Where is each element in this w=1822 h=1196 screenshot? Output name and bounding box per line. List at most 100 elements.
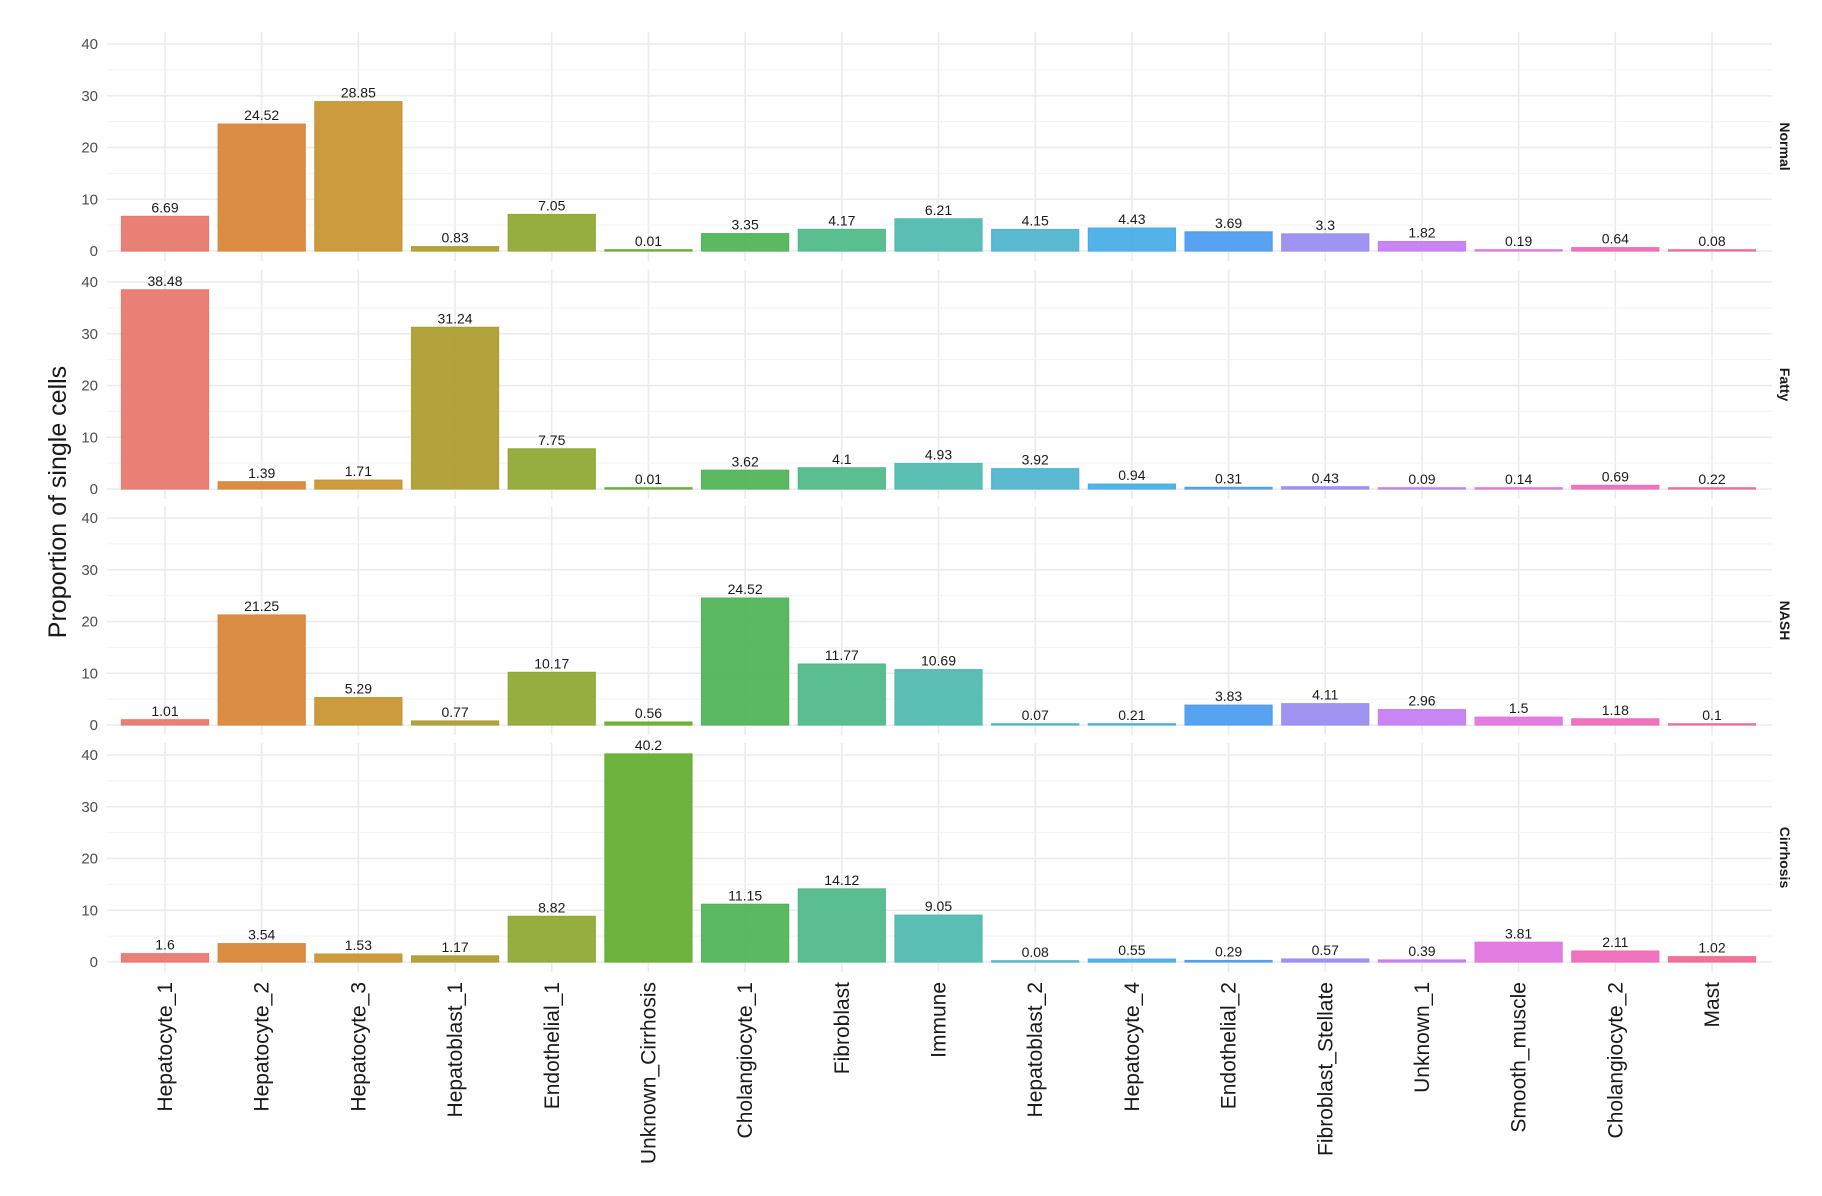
bar-cirrhosis-immune bbox=[894, 914, 983, 963]
bar-fatty-endothelial_2 bbox=[1184, 486, 1273, 490]
y-tick-label: 0 bbox=[90, 481, 98, 498]
bar-fatty-unknown_cirrhosis bbox=[604, 487, 693, 490]
panel-normal: 0 10 20 30 40 6.69 24.52 28.85 0.83 7.05 0.01 3.35 4… bbox=[81, 32, 1793, 261]
bar-value-label: 0.64 bbox=[1602, 231, 1629, 247]
bar-value-label: 0.08 bbox=[1698, 233, 1725, 249]
bar-fatty-fibroblast_stellate bbox=[1281, 486, 1370, 490]
bar-cirrhosis-cholangiocyte_2 bbox=[1571, 950, 1660, 963]
bar-fatty-endothelial_1 bbox=[507, 448, 596, 490]
bar-normal-hepatocyte_3 bbox=[314, 101, 403, 252]
y-tick-label: 20 bbox=[81, 851, 98, 868]
bar-value-label: 4.15 bbox=[1022, 213, 1049, 229]
bar-value-label: 4.17 bbox=[828, 212, 855, 228]
x-tick-label: Unknown_Cirrhosis bbox=[637, 982, 660, 1164]
bar-normal-endothelial_2 bbox=[1184, 231, 1273, 252]
bar-normal-fibroblast bbox=[797, 228, 886, 252]
bar-value-label: 4.43 bbox=[1118, 211, 1145, 227]
bar-value-label: 0.09 bbox=[1408, 471, 1435, 487]
bar-cirrhosis-fibroblast_stellate bbox=[1281, 958, 1370, 963]
bar-value-label: 11.77 bbox=[825, 647, 859, 663]
panel-fatty: 0 10 20 30 40 38.48 1.39 1.71 31.24 7.75 0.01 3.62 4… bbox=[81, 270, 1793, 499]
bar-value-label: 0.19 bbox=[1505, 233, 1532, 249]
y-tick-label: 20 bbox=[81, 140, 98, 157]
bar-value-label: 3.83 bbox=[1215, 688, 1242, 704]
bar-cirrhosis-hepatoblast_2 bbox=[991, 960, 1080, 963]
x-tick-label: Hepatocyte_2 bbox=[251, 982, 274, 1112]
y-tick-label: 40 bbox=[81, 274, 98, 291]
y-tick-label: 10 bbox=[81, 902, 98, 919]
bar-nash-unknown_1 bbox=[1377, 709, 1467, 726]
bar-value-label: 0.55 bbox=[1118, 942, 1145, 958]
bar-value-label: 4.93 bbox=[925, 446, 952, 462]
bar-nash-unknown_cirrhosis bbox=[604, 721, 693, 726]
bar-normal-unknown_cirrhosis bbox=[604, 249, 693, 252]
bar-value-label: 0.01 bbox=[635, 471, 662, 487]
facet-strip-label: Cirrhosis bbox=[1777, 827, 1793, 889]
x-tick-label: Cholangiocyte_1 bbox=[734, 982, 757, 1138]
y-axis-title: Proportion of single cells bbox=[44, 366, 72, 638]
x-tick-label: Mast bbox=[1701, 982, 1724, 1028]
bar-normal-immune bbox=[894, 218, 983, 252]
bar-value-label: 1.6 bbox=[155, 937, 175, 953]
y-tick-label: 40 bbox=[81, 747, 98, 764]
bar-value-label: 1.01 bbox=[151, 703, 178, 719]
x-tick-label: Unknown_1 bbox=[1411, 982, 1434, 1093]
bar-fatty-hepatoblast_1 bbox=[410, 326, 500, 490]
bar-fatty-unknown_1 bbox=[1377, 487, 1467, 490]
x-tick-label: Fibroblast_Stellate bbox=[1314, 982, 1337, 1156]
y-tick-label: 30 bbox=[81, 799, 98, 816]
bar-nash-fibroblast_stellate bbox=[1281, 703, 1370, 726]
bar-value-label: 1.5 bbox=[1509, 700, 1529, 716]
x-tick-label: Fibroblast bbox=[831, 982, 854, 1074]
bar-value-label: 1.71 bbox=[345, 463, 372, 479]
bar-normal-hepatoblast_2 bbox=[991, 228, 1080, 252]
bar-fatty-mast bbox=[1667, 487, 1757, 490]
x-tick-label: Hepatocyte_1 bbox=[154, 982, 177, 1112]
bar-nash-hepatoblast_2 bbox=[991, 723, 1080, 726]
bar-value-label: 24.52 bbox=[728, 581, 763, 597]
facet-panels: 0 10 20 30 40 6.69 24.52 28.85 0.83 7.05 0.01 3.35 4… bbox=[81, 32, 1793, 972]
bar-nash-mast bbox=[1667, 723, 1757, 726]
bar-value-label: 0.14 bbox=[1505, 471, 1532, 487]
bar-normal-hepatocyte_1 bbox=[120, 215, 210, 252]
bar-value-label: 1.02 bbox=[1698, 940, 1725, 956]
bar-cirrhosis-hepatoblast_1 bbox=[410, 955, 500, 963]
bar-value-label: 40.2 bbox=[635, 737, 662, 753]
bar-nash-cholangiocyte_1 bbox=[701, 597, 790, 726]
bar-value-label: 0.94 bbox=[1118, 467, 1145, 483]
bar-value-label: 3.69 bbox=[1215, 215, 1242, 231]
bar-value-label: 28.85 bbox=[341, 85, 376, 101]
bar-value-label: 0.22 bbox=[1698, 471, 1725, 487]
bar-value-label: 0.31 bbox=[1215, 470, 1242, 486]
bar-cirrhosis-endothelial_2 bbox=[1184, 959, 1273, 963]
bar-nash-hepatocyte_1 bbox=[120, 719, 210, 726]
bar-normal-smooth_muscle bbox=[1474, 249, 1563, 252]
bar-normal-unknown_1 bbox=[1377, 240, 1467, 252]
y-tick-label: 30 bbox=[81, 562, 98, 579]
bar-fatty-fibroblast bbox=[797, 467, 886, 490]
y-tick-label: 40 bbox=[81, 36, 98, 53]
bar-fatty-hepatoblast_2 bbox=[991, 468, 1080, 490]
y-tick-label: 0 bbox=[90, 243, 98, 260]
facet-strip-label: Fatty bbox=[1777, 368, 1793, 402]
y-tick-label: 30 bbox=[81, 88, 98, 105]
bar-cirrhosis-fibroblast bbox=[797, 888, 886, 963]
x-tick-label: Smooth_muscle bbox=[1508, 982, 1531, 1133]
bar-value-label: 38.48 bbox=[147, 273, 182, 289]
bar-nash-endothelial_1 bbox=[507, 671, 596, 726]
bar-value-label: 7.75 bbox=[538, 432, 565, 448]
bar-value-label: 1.39 bbox=[248, 465, 275, 481]
x-tick-label: Immune bbox=[928, 982, 951, 1058]
bar-fatty-smooth_muscle bbox=[1474, 487, 1563, 490]
bar-cirrhosis-mast bbox=[1667, 956, 1757, 963]
x-tick-label: Hepatoblast_1 bbox=[444, 982, 467, 1117]
bar-cirrhosis-hepatocyte_1 bbox=[120, 953, 210, 963]
bar-normal-endothelial_1 bbox=[507, 213, 596, 252]
bar-fatty-immune bbox=[894, 462, 983, 490]
bar-fatty-hepatocyte_3 bbox=[314, 479, 403, 490]
bar-value-label: 3.54 bbox=[248, 927, 275, 943]
bar-value-label: 1.17 bbox=[441, 939, 468, 955]
bar-value-label: 6.21 bbox=[925, 202, 952, 218]
x-tick-label: Hepatocyte_3 bbox=[347, 982, 370, 1112]
x-tick-label: Endothelial_1 bbox=[541, 982, 564, 1109]
